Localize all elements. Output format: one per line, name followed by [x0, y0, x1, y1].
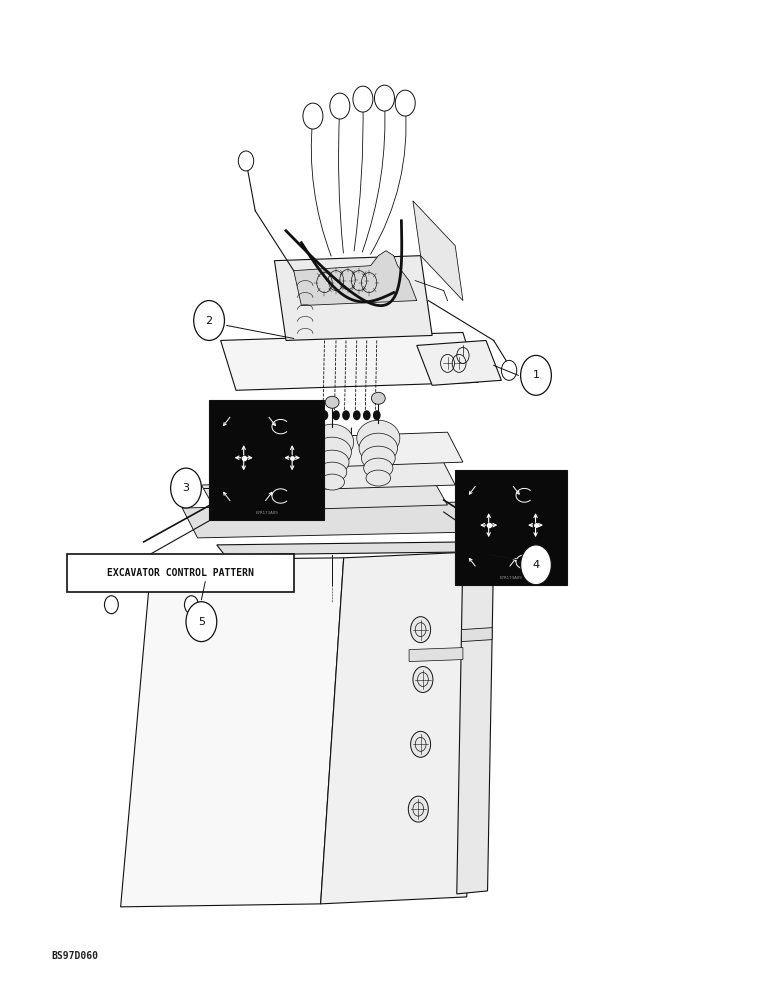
Ellipse shape [364, 458, 393, 478]
Circle shape [185, 596, 198, 614]
Text: E7R173A09: E7R173A09 [256, 511, 278, 515]
Circle shape [408, 796, 428, 822]
Ellipse shape [359, 433, 398, 463]
Polygon shape [462, 558, 493, 570]
Circle shape [330, 93, 350, 119]
Ellipse shape [315, 450, 349, 474]
Polygon shape [417, 340, 501, 385]
Ellipse shape [320, 474, 344, 490]
Circle shape [320, 410, 328, 420]
Ellipse shape [371, 392, 385, 404]
Bar [455, 470, 567, 585]
Ellipse shape [317, 462, 347, 482]
Text: EXCAVATOR CONTROL PATTERN: EXCAVATOR CONTROL PATTERN [107, 568, 254, 578]
Circle shape [374, 85, 394, 111]
Circle shape [194, 301, 225, 340]
Circle shape [373, 410, 381, 420]
Polygon shape [413, 201, 463, 301]
Circle shape [342, 410, 350, 420]
Polygon shape [293, 251, 417, 306]
Text: 4: 4 [533, 560, 540, 570]
Text: BS97D060: BS97D060 [52, 951, 98, 961]
Text: 3: 3 [182, 483, 189, 493]
Polygon shape [182, 502, 479, 538]
Circle shape [239, 151, 254, 171]
Circle shape [171, 468, 201, 508]
Ellipse shape [366, 470, 391, 486]
Ellipse shape [310, 424, 354, 460]
Circle shape [501, 360, 516, 380]
Polygon shape [457, 550, 493, 894]
Polygon shape [225, 432, 463, 470]
Text: 2: 2 [205, 316, 212, 326]
Circle shape [520, 545, 551, 585]
Circle shape [332, 410, 340, 420]
Circle shape [363, 410, 371, 420]
Circle shape [104, 596, 118, 614]
Circle shape [395, 90, 415, 116]
Ellipse shape [313, 437, 351, 467]
Bar [209, 400, 324, 520]
Polygon shape [462, 628, 493, 642]
Polygon shape [320, 552, 475, 904]
Ellipse shape [361, 446, 395, 470]
Circle shape [411, 617, 431, 643]
Ellipse shape [357, 420, 400, 456]
Text: 1: 1 [533, 370, 540, 380]
Text: E7R173A09: E7R173A09 [499, 576, 523, 580]
Bar [66, 554, 293, 592]
Circle shape [303, 103, 323, 129]
Polygon shape [213, 455, 455, 492]
Circle shape [520, 355, 551, 395]
Ellipse shape [325, 396, 339, 408]
Polygon shape [217, 542, 479, 555]
Circle shape [413, 667, 433, 692]
Text: 5: 5 [198, 617, 205, 627]
Polygon shape [221, 332, 479, 390]
Circle shape [353, 410, 361, 420]
Circle shape [411, 731, 431, 757]
Polygon shape [409, 648, 463, 662]
Circle shape [186, 602, 217, 642]
Polygon shape [120, 558, 344, 907]
Circle shape [353, 86, 373, 112]
Polygon shape [275, 256, 432, 340]
Polygon shape [201, 478, 448, 512]
